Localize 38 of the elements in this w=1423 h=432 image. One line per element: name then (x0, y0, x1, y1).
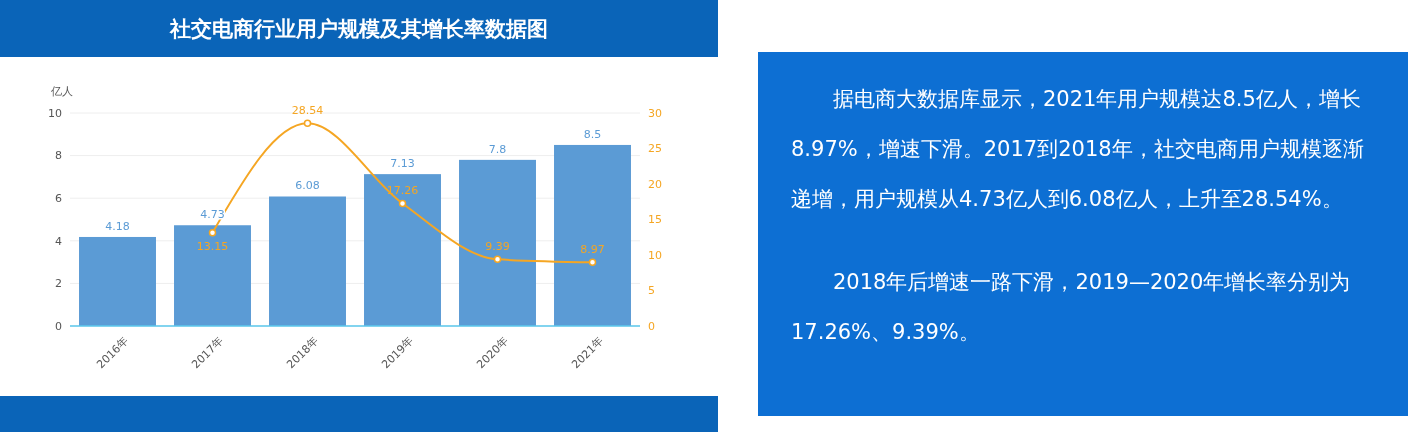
data-label: 9.39 (485, 240, 510, 254)
data-label: 8.97 (580, 243, 605, 257)
y-axis-title: 亿人 (50, 85, 73, 98)
data-label: 17.26 (386, 184, 419, 198)
point (398, 199, 407, 208)
point (208, 228, 217, 237)
data-label: 13.15 (196, 239, 229, 253)
point (303, 119, 312, 128)
bar (269, 196, 346, 326)
data-label: 6.08 (295, 179, 320, 193)
data-label: 7.8 (488, 142, 507, 156)
y-tick-label: 4 (55, 234, 62, 248)
bar (554, 144, 631, 326)
data-label: 28.54 (291, 104, 324, 118)
data-label: 8.5 (583, 127, 602, 141)
bar (174, 225, 251, 326)
y-tick-label: 10 (48, 106, 62, 120)
bar (459, 159, 536, 326)
y2-tick-label: 10 (648, 248, 662, 262)
data-label: 7.13 (390, 157, 415, 171)
bar (364, 174, 441, 326)
y-tick-label: 6 (55, 192, 62, 206)
point (588, 258, 597, 267)
y2-tick-label: 20 (648, 177, 662, 191)
text: 2018年后增速一路下滑，2019—2020年增长率分别为17.26%、9.39%。 (791, 270, 1351, 344)
text: 据电商大数据库显示，2021年用户规模达8.5亿人，增长8.97%，增速下滑。2017到2018年，社交电商用户规模逐渐递增，用户规模从4.73亿人到6.08亿人，上升至28.54%。 (791, 87, 1364, 211)
y2-tick-label: 5 (648, 284, 655, 298)
y-tick-label: 2 (55, 277, 62, 291)
data-label: 4.18 (105, 219, 130, 233)
y2-tick-label: 30 (648, 106, 662, 120)
bar (79, 236, 156, 326)
point (493, 255, 502, 264)
y-tick-label: 8 (55, 149, 62, 163)
y-tick-label: 0 (55, 319, 62, 333)
y2-tick-label: 15 (648, 213, 662, 227)
chart-title: 社交电商行业用户规模及其增长率数据图 (169, 17, 548, 41)
y2-tick-label: 0 (648, 319, 655, 333)
y2-tick-label: 25 (648, 142, 662, 156)
